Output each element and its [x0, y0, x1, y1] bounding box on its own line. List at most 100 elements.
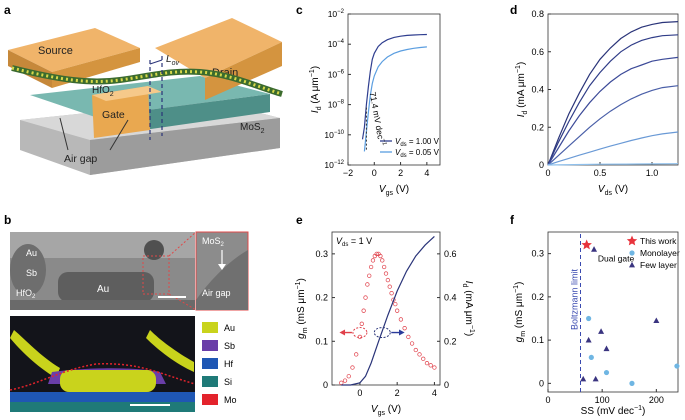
e-gm-point	[339, 380, 344, 385]
f-legend-marker-1	[629, 250, 635, 256]
e-gm-point	[350, 365, 355, 370]
plot-c: −2 0 2 4 10−12 10−10 10−8 10−6 10−4 10−2 Vds = 1.0…	[309, 9, 441, 197]
f-ylabel: gm (mS μm−1)	[513, 282, 527, 343]
e-xtick-label: 0	[357, 388, 362, 398]
panel-b: b Au Sb HfO2 Au MoS2 Air gap Au Sb Hf Si	[4, 213, 249, 412]
plot-f-frame	[547, 231, 679, 393]
d-ytick-label: 0.2	[531, 122, 544, 132]
e-vds-label: Vds = 1 V	[336, 236, 372, 248]
e-gm-point	[346, 374, 351, 379]
e-gm-point	[381, 264, 387, 270]
e-gm-point	[424, 360, 430, 366]
e-gm-point	[428, 363, 433, 368]
tem-au-center	[58, 272, 154, 302]
e-gm-point	[406, 334, 411, 340]
d-xtick-label: 0	[545, 168, 550, 178]
eds-legend: Au Sb Hf Si Mo	[202, 322, 237, 405]
f-point-circle	[674, 363, 680, 369]
tem-au-left	[10, 244, 46, 296]
e-gm-point	[417, 352, 422, 357]
panel-a: a Source Drain Gate HfO2 MoS2 Lov Air	[4, 3, 283, 175]
f-point-triangle	[592, 375, 599, 382]
panel-a-label: a	[4, 3, 11, 17]
f-xtick-label: 0	[545, 395, 550, 405]
gate-label: Gate	[102, 109, 125, 121]
e-id-line	[341, 235, 435, 386]
c-ytick-label: 10−4	[328, 39, 345, 49]
c-xtick-label: 2	[398, 168, 403, 178]
e-gm-point	[395, 308, 400, 313]
source-label: Source	[38, 45, 73, 57]
e-gm-point	[378, 253, 383, 259]
tem-hfo2-label: HfO2	[16, 288, 36, 300]
e-ytick-label: 0.2	[315, 293, 328, 303]
f-point-triangle	[591, 246, 598, 252]
f-point-triangle	[603, 345, 610, 352]
e-y2tick-label: 0.4	[444, 293, 457, 303]
panel-d-label: d	[510, 3, 517, 17]
tem-au-center-label: Au	[97, 284, 109, 295]
f-legend-label-1: Monolayer	[640, 248, 680, 258]
legend-swatch-au	[202, 322, 218, 333]
eds-au-center	[60, 370, 156, 392]
f-point-circle	[603, 369, 610, 376]
e-y2tick-label: 0	[444, 380, 449, 390]
panel-c-label: c	[296, 3, 303, 17]
e-gm-point	[393, 301, 398, 307]
tem-sb-label: Sb	[26, 268, 37, 278]
inset-air-gap-label: Air gap	[202, 288, 231, 298]
d-xlabel: Vds (V)	[598, 184, 628, 197]
legend-label-sb: Sb	[224, 341, 235, 351]
panel-c: c −2 0 2 4 10−12 10−10 10−8 10−6 10−4 10−2 Vds = 1…	[296, 3, 441, 197]
d-xtick-label: 1.0	[646, 168, 659, 178]
legend-swatch-mo	[202, 394, 218, 405]
panel-b-label: b	[4, 213, 11, 227]
f-point-triangle	[653, 317, 660, 324]
f-point-star	[581, 239, 592, 250]
panel-f-label: f	[510, 213, 515, 227]
eds-au-left	[10, 330, 60, 378]
f-ytick-label: 0.1	[531, 335, 544, 345]
e-gm-point	[374, 251, 379, 257]
c-series-1	[363, 46, 427, 152]
e-gm-point	[361, 308, 366, 313]
c-xtick-label: 4	[424, 168, 429, 178]
panel-d: d 0 0.5 1.0 0 0.2 0.4 0.6 0.8 Id (mA μm−1) Vds (V…	[510, 3, 679, 197]
e-id-arrowhead	[399, 329, 405, 336]
air-gap-pointer-right	[109, 119, 129, 151]
legend-swatch-si	[202, 376, 218, 387]
d-series-3	[547, 85, 679, 166]
e-gm-point	[385, 277, 391, 283]
d-series-0	[547, 21, 679, 166]
legend-swatch-sb	[202, 340, 218, 351]
c-ytick-label: 10−12	[324, 160, 344, 170]
lov-label: Lov	[166, 54, 179, 67]
e-gm-point	[354, 352, 359, 357]
e-gm-point	[357, 334, 363, 340]
plot-f: 0 100 200 0 0.1 0.2 0.3 Boltzmann limit Dual gat…	[513, 231, 680, 417]
plot-c-frame	[347, 13, 441, 166]
f-dual-gate-label: Dual gate	[598, 254, 635, 264]
panel-e-label: e	[296, 213, 303, 227]
c-ytick-label: 10−2	[328, 9, 345, 19]
legend-swatch-hf	[202, 358, 218, 369]
d-ytick-label: 0.4	[531, 85, 544, 95]
legend-label-si: Si	[224, 377, 232, 387]
f-point-circle	[586, 315, 592, 322]
e-gm-point	[421, 356, 426, 361]
e-gm-point	[380, 258, 385, 263]
d-series-4	[547, 131, 679, 166]
drain-electrode	[155, 18, 282, 78]
f-point-triangle	[585, 336, 592, 343]
e-gm-point	[413, 347, 418, 353]
hfo2-label: HfO2	[92, 85, 114, 98]
e-gm-arrowhead	[339, 329, 346, 336]
d-series-1	[547, 34, 679, 166]
f-point-circle	[588, 354, 594, 361]
c-ytick-label: 10−8	[328, 100, 345, 110]
c-ss-annotation: 71.4 mV dec−1	[368, 91, 387, 147]
substrate-front	[90, 118, 280, 175]
e-gm-point	[365, 282, 370, 287]
